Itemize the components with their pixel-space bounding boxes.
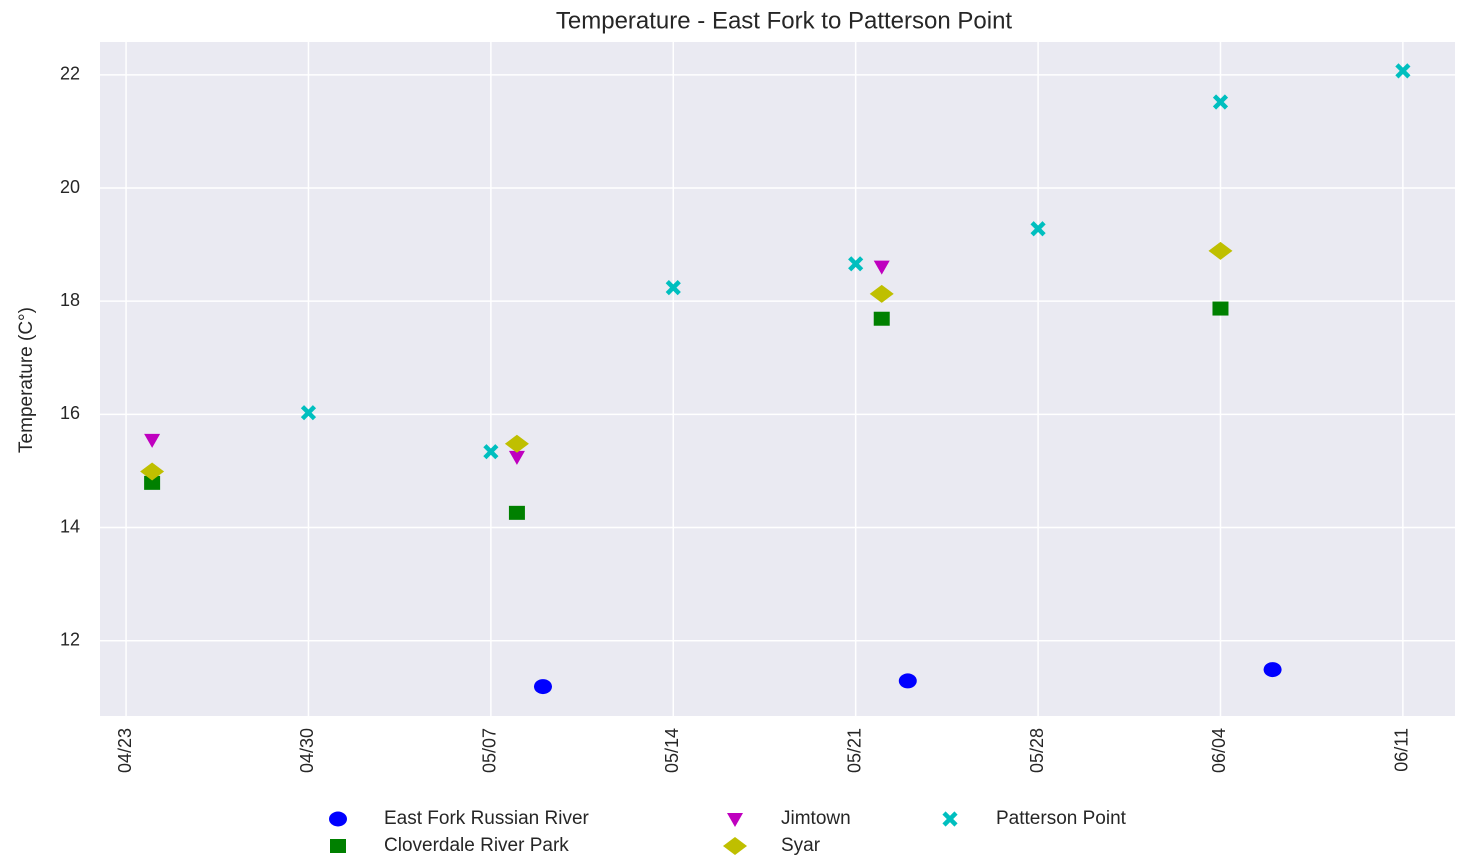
x-tick-label: 05/14	[662, 728, 682, 773]
legend-marker	[727, 813, 743, 827]
legend-marker	[329, 811, 347, 827]
point	[1030, 221, 1046, 237]
point	[144, 433, 161, 448]
point	[1212, 94, 1229, 110]
y-tick-label: 18	[60, 290, 80, 310]
legend-marker	[723, 837, 747, 855]
point	[483, 444, 499, 460]
point	[665, 280, 681, 296]
point	[140, 462, 165, 481]
y-tick-label: 16	[60, 403, 80, 423]
point	[300, 405, 317, 421]
y-tick-label: 12	[60, 629, 80, 649]
legend-label: Cloverdale River Park	[384, 835, 569, 856]
y-tick-label: 22	[60, 64, 80, 84]
point	[1263, 662, 1282, 678]
x-tick-label: 05/28	[1027, 728, 1047, 773]
chart-title: Temperature - East Fork to Patterson Poi…	[556, 7, 1013, 34]
legend-label: Jimtown	[781, 808, 851, 829]
point	[1212, 301, 1229, 316]
x-tick-label: 06/11	[1392, 728, 1412, 772]
point	[898, 673, 917, 689]
x-tick-label: 05/07	[480, 728, 500, 773]
point	[533, 679, 552, 695]
y-axis-label: Temperature (C°)	[16, 307, 37, 453]
legend-marker	[942, 811, 958, 827]
point	[1208, 241, 1233, 260]
point	[144, 475, 161, 490]
x-tick-label: 05/21	[844, 728, 864, 773]
point	[869, 284, 894, 303]
point	[873, 260, 890, 275]
legend-label: Syar	[781, 835, 821, 856]
point	[504, 434, 529, 453]
legend-label: East Fork Russian River	[384, 808, 590, 829]
x-tick-label: 04/30	[297, 728, 317, 773]
point	[848, 256, 864, 272]
plot-area	[100, 42, 1455, 716]
y-tick-label: 20	[60, 177, 80, 197]
point	[873, 311, 890, 326]
legend-marker	[330, 839, 346, 853]
point	[508, 505, 525, 520]
x-tick-label: 04/23	[115, 728, 135, 773]
point	[1395, 63, 1411, 79]
point	[508, 450, 525, 465]
x-tick-label: 06/04	[1209, 728, 1229, 773]
legend-label: Patterson Point	[996, 808, 1127, 829]
y-tick-label: 14	[60, 516, 80, 536]
